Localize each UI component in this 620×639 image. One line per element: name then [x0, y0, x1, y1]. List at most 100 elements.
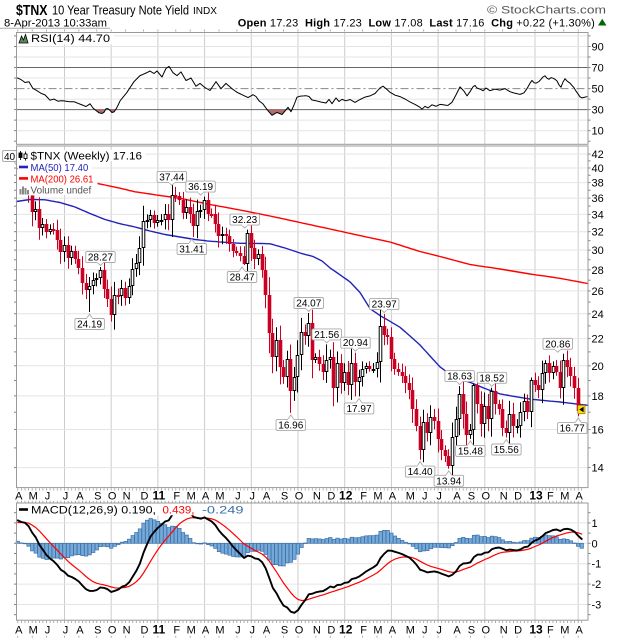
svg-text:J: J: [45, 491, 51, 503]
svg-text:20.94: 20.94: [343, 338, 368, 349]
svg-text:14: 14: [592, 463, 604, 475]
svg-text:A: A: [76, 491, 84, 503]
svg-text:26: 26: [592, 286, 604, 298]
svg-text:J: J: [250, 625, 256, 637]
svg-text:J: J: [235, 491, 241, 503]
svg-text:M: M: [29, 491, 38, 503]
svg-text:24.07: 24.07: [296, 299, 321, 310]
svg-text:F: F: [173, 625, 180, 637]
svg-text:15.48: 15.48: [458, 446, 483, 457]
svg-text:24: 24: [592, 309, 604, 321]
svg-text:M: M: [187, 491, 196, 503]
svg-text:A: A: [15, 625, 23, 637]
svg-text:0.439,: 0.439,: [163, 505, 195, 517]
svg-text:$TNX: $TNX: [16, 2, 48, 19]
svg-text:8-Apr-2013 10:33am: 8-Apr-2013 10:33am: [4, 18, 107, 30]
svg-text:D: D: [327, 625, 335, 637]
svg-text:M: M: [560, 625, 569, 637]
svg-text:J: J: [422, 625, 428, 637]
svg-text:28.27: 28.27: [88, 253, 113, 264]
svg-text:A: A: [263, 625, 271, 637]
svg-text:D: D: [141, 491, 149, 503]
svg-text:A: A: [389, 491, 397, 503]
svg-text:A: A: [263, 491, 271, 503]
svg-text:M: M: [29, 625, 38, 637]
svg-text:S: S: [281, 625, 288, 637]
svg-text:32: 32: [592, 227, 604, 239]
svg-text:10: 10: [592, 126, 604, 138]
svg-text:O: O: [482, 491, 491, 503]
svg-text:N: N: [313, 625, 321, 637]
svg-text:M: M: [215, 491, 224, 503]
svg-text:20.86: 20.86: [545, 339, 570, 350]
svg-text:11: 11: [153, 489, 166, 503]
svg-text:70: 70: [592, 63, 604, 75]
svg-text:INDX: INDX: [193, 6, 217, 17]
svg-text:A: A: [389, 625, 397, 637]
svg-text:36: 36: [592, 193, 604, 205]
svg-text:N: N: [500, 625, 508, 637]
svg-text:M: M: [215, 625, 224, 637]
svg-text:37.44: 37.44: [159, 172, 184, 183]
svg-text:12: 12: [339, 489, 353, 503]
svg-text:D: D: [327, 491, 335, 503]
svg-text:N: N: [123, 491, 131, 503]
svg-text:J: J: [45, 625, 51, 637]
svg-text:A: A: [202, 625, 210, 637]
svg-text:-3: -3: [592, 600, 602, 612]
svg-text:28.47: 28.47: [230, 273, 255, 284]
svg-text:-1: -1: [592, 559, 602, 571]
svg-text:90: 90: [592, 42, 604, 54]
svg-text:13: 13: [529, 623, 543, 637]
svg-text:23.97: 23.97: [372, 300, 397, 311]
svg-text:J: J: [422, 491, 428, 503]
svg-text:D: D: [514, 625, 522, 637]
svg-text:22: 22: [592, 334, 604, 346]
svg-text:MACD(12,26,9) 0.190,: MACD(12,26,9) 0.190,: [31, 505, 156, 517]
svg-text:$TNX (Weekly) 17.16: $TNX (Weekly) 17.16: [31, 151, 143, 163]
svg-text:A: A: [202, 491, 210, 503]
svg-text:M: M: [560, 491, 569, 503]
svg-text:F: F: [547, 491, 554, 503]
svg-text:N: N: [313, 491, 321, 503]
svg-text:O: O: [295, 491, 304, 503]
svg-text:N: N: [500, 491, 508, 503]
svg-text:J: J: [436, 491, 442, 503]
svg-text:J: J: [436, 625, 442, 637]
svg-text:18.52: 18.52: [479, 373, 504, 384]
svg-text:J: J: [63, 625, 69, 637]
svg-text:18: 18: [592, 391, 604, 403]
svg-text:24.19: 24.19: [77, 320, 102, 331]
svg-text:S: S: [468, 625, 475, 637]
svg-text:40: 40: [4, 152, 16, 163]
svg-text:M: M: [406, 625, 415, 637]
svg-text:S: S: [94, 491, 101, 503]
svg-text:A: A: [453, 625, 461, 637]
svg-text:36.19: 36.19: [188, 182, 213, 193]
svg-text:N: N: [123, 625, 131, 637]
svg-text:S: S: [94, 625, 101, 637]
svg-text:A: A: [576, 491, 584, 503]
svg-text:M: M: [373, 625, 382, 637]
svg-text:Volume undef: Volume undef: [31, 185, 92, 197]
svg-text:M: M: [187, 625, 196, 637]
svg-text:31.41: 31.41: [179, 245, 204, 256]
svg-text:0: 0: [592, 538, 598, 550]
svg-text:O: O: [482, 625, 491, 637]
svg-text:12: 12: [339, 623, 353, 637]
svg-text:28: 28: [592, 265, 604, 277]
svg-text:F: F: [360, 491, 367, 503]
svg-text:D: D: [141, 625, 149, 637]
svg-text:D: D: [514, 491, 522, 503]
svg-text:50: 50: [592, 84, 604, 96]
svg-text:M: M: [406, 491, 415, 503]
svg-text:20: 20: [592, 361, 604, 373]
svg-text:30: 30: [592, 245, 604, 257]
svg-text:A: A: [76, 625, 84, 637]
svg-text:16: 16: [592, 425, 604, 437]
svg-text:A: A: [576, 625, 584, 637]
svg-text:F: F: [173, 491, 180, 503]
svg-text:-2: -2: [592, 579, 602, 591]
svg-text:S: S: [468, 491, 475, 503]
svg-text:O: O: [108, 491, 117, 503]
